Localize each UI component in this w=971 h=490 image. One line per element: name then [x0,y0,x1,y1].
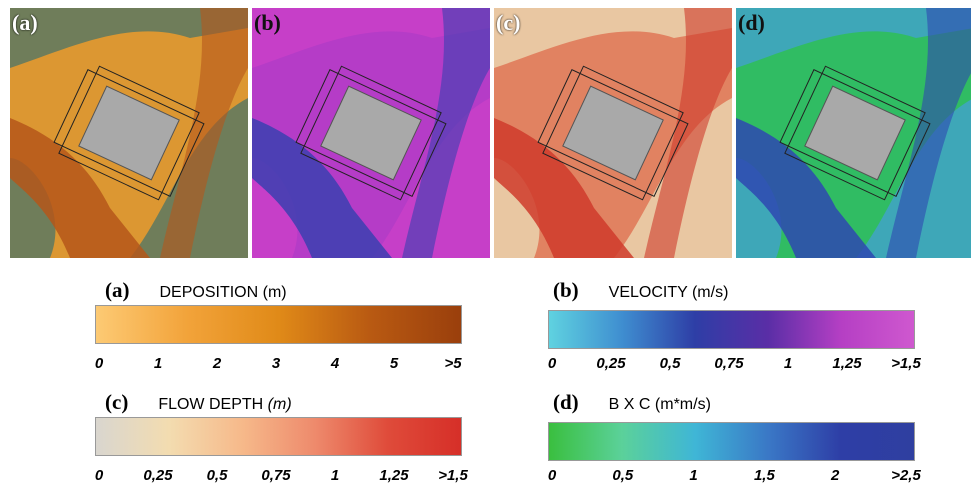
color-bar [548,422,915,461]
tick-label: >1,5 [438,467,468,484]
legend-unit: (m/s) [692,284,728,301]
tick-label: 0,75 [714,355,743,372]
tick-label: 4 [331,355,339,372]
color-bar [95,305,462,344]
tick-label: 1 [784,355,792,372]
legend-label: (a) [105,278,130,302]
map-panel: (d) [736,8,971,258]
tick-label: 0,75 [261,467,290,484]
legend-header: (a) DEPOSITION (m) [105,278,287,303]
tick-label: 1,5 [754,467,775,484]
legend-title: FLOW DEPTH [158,396,263,413]
map [736,8,971,258]
legend-label: (d) [553,390,579,414]
tick-label: 2 [213,355,221,372]
tick-label: 1,25 [379,467,408,484]
legend: (a) DEPOSITION (m) 0 1 2 3 4 5 >5 [95,278,462,378]
tick-label: 3 [272,355,280,372]
tick-label: 1,25 [832,355,861,372]
tick-label: 0,5 [207,467,228,484]
map [10,8,248,258]
tick-label: 0 [95,467,103,484]
map [494,8,732,258]
tick-label: 1 [689,467,697,484]
legend-header: (d) B X C (m*m/s) [553,390,711,415]
tick-label: 0,5 [660,355,681,372]
legend-unit: (m) [268,396,292,413]
legend-label: (b) [553,278,579,302]
panel-label: (c) [496,10,520,36]
tick-label: 5 [390,355,398,372]
legend-title: VELOCITY [609,284,688,301]
color-bar [548,310,915,349]
legend-title: B X C [609,396,651,413]
legend-title: DEPOSITION [160,284,259,301]
legend-unit: (m) [263,284,287,301]
tick-label: 0 [548,355,556,372]
tick-label: >2,5 [891,467,921,484]
panel-label: (b) [254,10,281,36]
tick-label: 0,25 [596,355,625,372]
tick-label: 2 [831,467,839,484]
tick-label: 0 [548,467,556,484]
legend-header: (b) VELOCITY (m/s) [553,278,728,303]
tick-label: 0 [95,355,103,372]
panel-label: (d) [738,10,765,36]
tick-label: 0,5 [612,467,633,484]
tick-label: >5 [444,355,461,372]
map-panel: (a) [10,8,248,258]
map-panel: (b) [252,8,490,258]
panel-label: (a) [12,10,38,36]
tick-label: 0,25 [143,467,172,484]
figure: (a) (b) (c) (d) (a) DEPOSITION (m) 0 1 2 3 4 5 >… [0,0,971,488]
color-bar [95,417,462,456]
tick-label: 1 [154,355,162,372]
map-panel: (c) [494,8,732,258]
tick-label: >1,5 [891,355,921,372]
tick-label: 1 [331,467,339,484]
legend-header: (c) FLOW DEPTH (m) [105,390,292,415]
legend-unit: (m*m/s) [655,396,711,413]
map [252,8,490,258]
legend-label: (c) [105,390,128,414]
